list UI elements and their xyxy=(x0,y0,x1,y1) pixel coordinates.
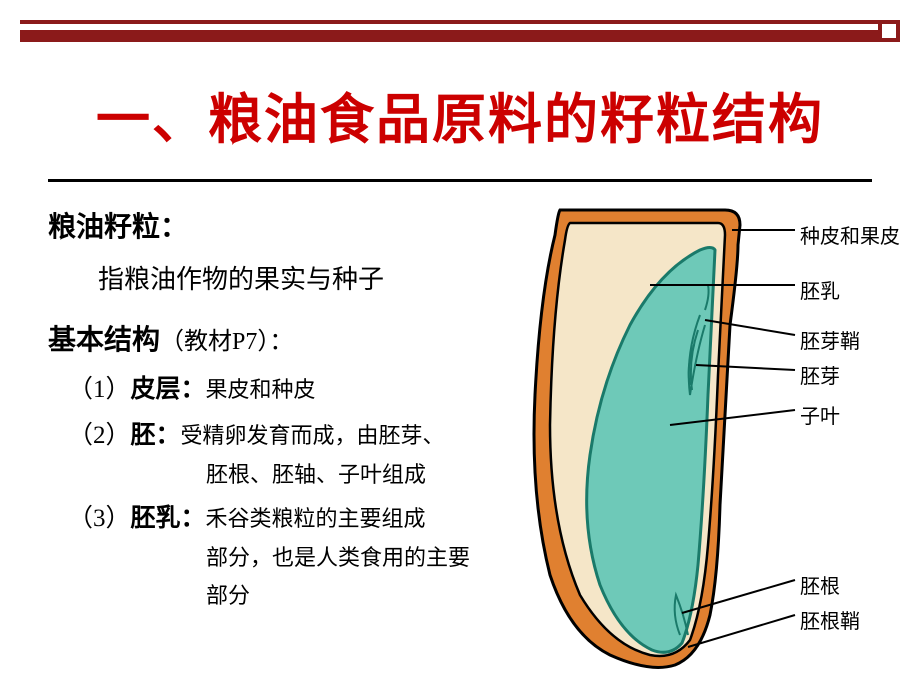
label-endosperm: 胚乳 xyxy=(800,275,840,304)
item3-desc: 禾谷类粮粒的主要组成 xyxy=(206,506,426,531)
content-text: 粮油籽粒： 指粮油作物的果实与种子 基本结构（教材P7）： （1）皮层：果皮和种… xyxy=(48,205,488,620)
section2-heading-main: 基本结构 xyxy=(48,325,160,356)
item2-desc: 受精卵发育而成，由胚芽、 xyxy=(181,423,445,448)
item2-cont: 胚根、胚轴、子叶组成 xyxy=(206,456,488,493)
section2-heading: 基本结构（教材P7）： xyxy=(48,318,488,358)
item3-label: 胚乳： xyxy=(131,505,206,532)
title-underline xyxy=(48,179,872,182)
item2-num: （2） xyxy=(68,422,131,449)
structure-item-1: （1）皮层：果皮和种皮 xyxy=(68,370,488,410)
title-block: 一、粮油食品原料的籽粒结构 xyxy=(0,75,920,182)
item2-label: 胚： xyxy=(131,422,181,449)
section1-text: 指粮油作物的果实与种子 xyxy=(98,259,488,296)
label-coleorhiza: 胚根鞘 xyxy=(800,605,860,634)
item3-cont: 部分，也是人类食用的主要部分 xyxy=(206,539,488,614)
seed-diagram: 种皮和果皮 胚乳 胚芽鞘 胚芽 子叶 胚根 胚根鞘 xyxy=(500,195,900,675)
section1-heading: 粮油籽粒： xyxy=(48,205,488,245)
item1-label: 皮层： xyxy=(131,376,206,403)
structure-item-3: （3）胚乳：禾谷类粮粒的主要组成 部分，也是人类食用的主要部分 xyxy=(68,499,488,614)
label-seed-coat: 种皮和果皮 xyxy=(800,220,900,249)
item3-num: （3） xyxy=(68,505,131,532)
label-radicle: 胚根 xyxy=(800,570,840,599)
label-cotyledon: 子叶 xyxy=(800,400,840,429)
section2-heading-paren: （教材P7）： xyxy=(160,329,293,355)
structure-item-2: （2）胚：受精卵发育而成，由胚芽、 胚根、胚轴、子叶组成 xyxy=(68,416,488,493)
slide-title: 一、粮油食品原料的籽粒结构 xyxy=(0,75,920,154)
item1-desc: 果皮和种皮 xyxy=(206,377,316,402)
label-plumule: 胚芽 xyxy=(800,360,840,389)
item1-num: （1） xyxy=(68,376,131,403)
label-coleoptile: 胚芽鞘 xyxy=(800,325,860,354)
decorative-border xyxy=(20,20,900,40)
